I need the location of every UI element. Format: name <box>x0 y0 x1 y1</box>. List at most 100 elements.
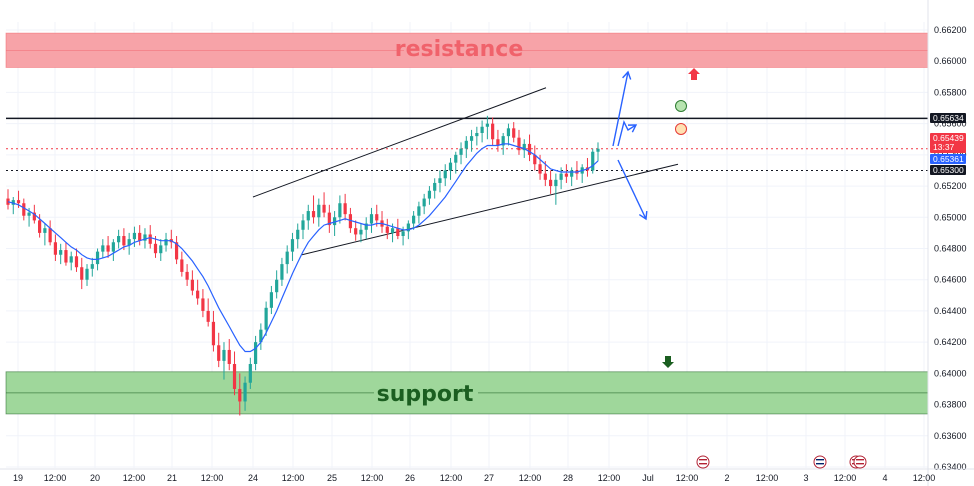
candle-body <box>201 298 205 311</box>
candle-body <box>80 267 84 280</box>
green-circle-marker <box>675 100 687 112</box>
x-tick-label: 12:00 <box>756 473 779 483</box>
candle-body <box>422 198 426 207</box>
y-tick-label: 0.63800 <box>934 400 967 410</box>
candle-body <box>406 223 410 232</box>
candle-body <box>343 203 347 215</box>
candle-body <box>306 211 310 221</box>
candle-body <box>111 242 115 252</box>
candle-body <box>275 279 279 293</box>
candle-body <box>127 239 131 246</box>
candle-body <box>227 349 231 364</box>
candle-body <box>106 245 110 252</box>
candle-body <box>322 204 326 213</box>
resistance-label: resistance <box>395 37 524 62</box>
x-tick-label: 25 <box>327 473 337 483</box>
price-badge-value: 0.65300 <box>933 165 964 175</box>
candle-body <box>196 290 200 299</box>
candle-body <box>32 212 36 221</box>
x-tick-label: 12:00 <box>282 473 305 483</box>
candle-body <box>253 342 258 364</box>
candle-body <box>596 148 600 152</box>
candle-body <box>548 179 553 187</box>
price-badge <box>930 165 966 175</box>
retest-projection-arrow <box>617 119 637 147</box>
candle-body <box>375 214 379 221</box>
price-badge <box>930 113 966 123</box>
y-axis[interactable]: 0.662000.660000.658000.656000.654000.652… <box>927 0 967 486</box>
candle-body <box>543 173 547 180</box>
candle-body <box>364 223 368 230</box>
us-flag-icon-stripe <box>856 463 864 465</box>
candle-body <box>264 307 268 330</box>
price-badge-value: 0.65634 <box>933 113 964 123</box>
candle-body <box>369 214 374 224</box>
moving-average-line <box>7 143 599 353</box>
y-tick-label: 0.66000 <box>934 56 967 66</box>
x-tick-label: 26 <box>405 473 415 483</box>
x-tick-label: 2 <box>724 473 729 483</box>
candle-body <box>469 136 474 141</box>
x-tick-label: 20 <box>90 473 100 483</box>
candle-body <box>69 256 73 263</box>
candle-body <box>522 143 526 151</box>
candle-body <box>333 217 337 226</box>
x-tick-label: 27 <box>484 473 494 483</box>
candle-body <box>64 250 68 263</box>
candle-body <box>153 243 158 254</box>
x-axis[interactable]: 19 12:00 20 12:00 21 12:00 24 12:00 25 12:00 26 12:… <box>0 468 974 483</box>
candle-body <box>185 271 189 280</box>
candle-body <box>491 123 495 140</box>
ma-layer <box>7 143 599 353</box>
y-tick-label: 0.63600 <box>934 431 967 441</box>
candle-body <box>164 239 168 246</box>
candle-body <box>285 251 289 265</box>
candle-body <box>11 200 15 205</box>
candle-body <box>85 268 89 280</box>
price-badge-value: 0.65439 <box>933 133 964 143</box>
x-tick-label: 12:00 <box>834 473 857 483</box>
candle-body <box>570 170 574 177</box>
resistance-label-bg <box>404 34 514 64</box>
candle-body <box>527 143 532 155</box>
candle-body <box>538 164 542 174</box>
us-flag-icon-stripe <box>699 463 707 465</box>
y-tick-label: 0.64800 <box>934 244 967 254</box>
us-flag-icon-stripe <box>699 459 707 461</box>
candle-body <box>396 228 400 237</box>
candle-body <box>359 229 363 235</box>
candle-body <box>148 234 152 244</box>
down-arrow-marker <box>662 356 674 368</box>
candle-body <box>485 123 489 127</box>
candle-body <box>238 388 242 402</box>
candle-body <box>533 154 537 165</box>
candle-body <box>338 203 342 218</box>
x-tick-label: 12:00 <box>913 473 936 483</box>
bullish-arrow-head <box>622 70 632 80</box>
price-badge <box>930 133 966 153</box>
candle-body <box>211 321 216 346</box>
us-flag-icon <box>853 455 867 469</box>
bearish-projection-arrow <box>617 159 647 220</box>
candle-body <box>16 200 21 204</box>
y-tick-label: 0.63400 <box>934 462 967 472</box>
candle-body <box>459 148 463 155</box>
projection-arrows <box>612 68 700 368</box>
candle-body <box>433 182 437 191</box>
y-tick-label: 0.64400 <box>934 306 967 316</box>
price-badge-value: 0.65361 <box>933 154 964 164</box>
x-tick-label: 4 <box>882 473 887 483</box>
candle-body <box>480 126 484 134</box>
candle-body <box>317 204 321 218</box>
candle-body <box>180 259 184 272</box>
candle-body <box>43 228 47 233</box>
economic-events[interactable] <box>696 455 867 469</box>
x-tick-label: 12:00 <box>598 473 621 483</box>
candle-body <box>280 264 284 280</box>
candle-body <box>438 178 442 183</box>
bullish-projection-arrow <box>612 71 629 147</box>
price-badge-countdown: 13:37 <box>933 142 955 152</box>
